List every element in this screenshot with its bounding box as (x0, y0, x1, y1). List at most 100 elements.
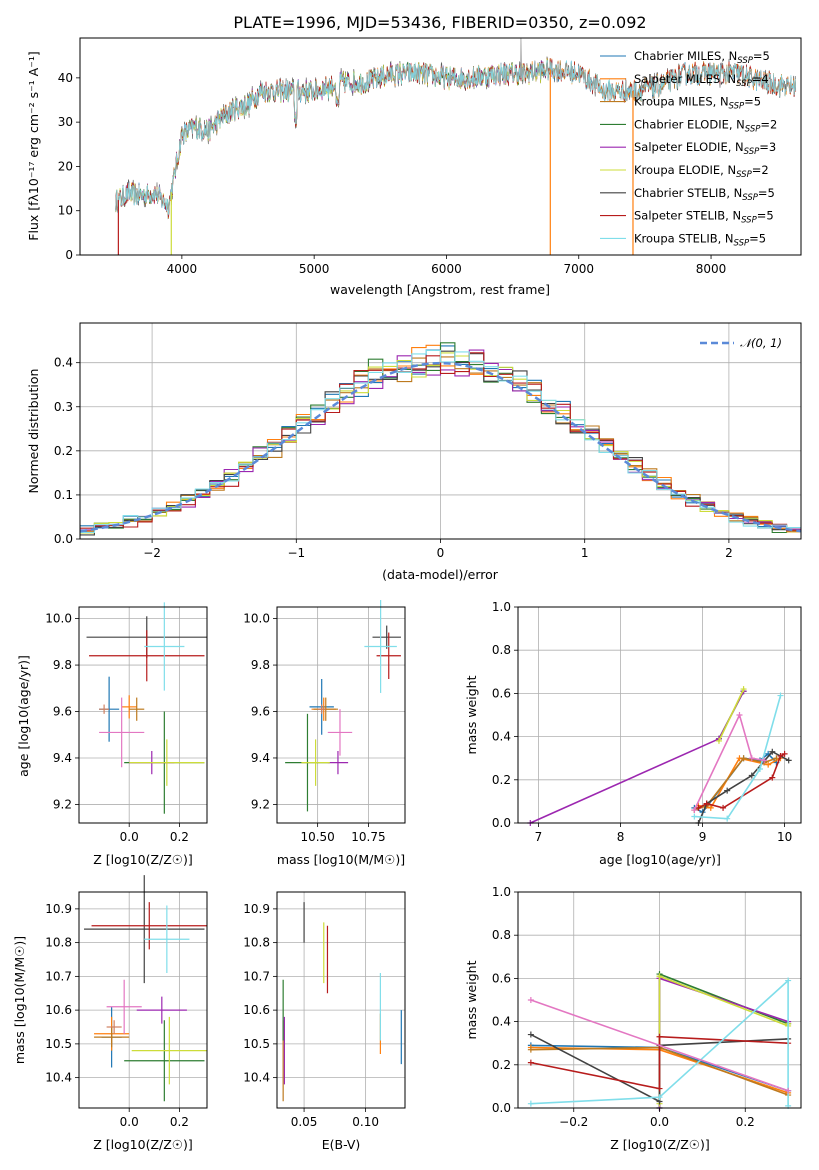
legend-label: Chabrier ELODIE, NSSP=2 (634, 117, 777, 134)
x-tick-label: 0.2 (170, 1115, 189, 1129)
weight-point-marker (740, 755, 747, 762)
weight-vs-z-axes: −0.2 0.0 0.2 0.0 0.2 0.4 0.6 0.8 1.0 Z [log10(Z/… (464, 885, 802, 1152)
weight-series-line (694, 695, 782, 820)
residual-legend: 𝒩(0, 1) (700, 336, 782, 350)
x-tick-label: −1 (287, 546, 305, 560)
weight-point-marker (691, 807, 698, 814)
weight-point-marker (527, 997, 534, 1003)
legend-label: Kroupa MILES, NSSP=5 (634, 95, 761, 112)
y-tick-label: 0.2 (492, 1058, 511, 1072)
x-tick-label: 7 (535, 830, 543, 844)
y-tick-label: 9.4 (251, 751, 270, 765)
weight-point-marker (777, 692, 784, 699)
y-tick-label: 0.8 (492, 643, 511, 657)
weight-series-line (693, 712, 765, 811)
y-tick-label: 10.5 (243, 1037, 270, 1051)
x-tick-label: −0.2 (559, 1115, 588, 1129)
x-tick-label: 0.2 (736, 1115, 755, 1129)
x-tick-label: 8 (617, 830, 625, 844)
x-tick-label: 4000 (167, 262, 198, 276)
y-tick-label: 9.4 (53, 751, 72, 765)
y-tick-label: 10.8 (45, 936, 72, 950)
weight-series-line (529, 690, 745, 824)
y-tick-label: 1.0 (492, 600, 511, 614)
mass-vs-ebv-xlabel: E(B-V) (322, 1137, 361, 1152)
weight-point-marker (765, 761, 772, 768)
spectrum-trace (115, 59, 797, 216)
residual-histogram (80, 349, 801, 534)
mass-vs-z-xlabel: Z [log10(Z/Z☉)] (93, 1137, 193, 1152)
age-vs-z-ylabel: age [log10(age/yr)] (16, 655, 31, 777)
spectrum-ylabel: Flux [fλ10⁻¹⁷ erg cm⁻² s⁻¹ A⁻¹] (26, 51, 41, 240)
spectrum-axes: 4000 5000 6000 7000 8000 0 10 20 30 40 wavelength… (26, 37, 802, 297)
weight-point-marker (781, 750, 788, 757)
legend-label: Salpeter STELIB, NSSP=5 (634, 209, 774, 226)
x-tick-label: 0.05 (291, 1115, 318, 1129)
x-tick-label: 0.0 (120, 830, 139, 844)
weight-point-marker (656, 1085, 663, 1092)
y-tick-label: 10.7 (45, 969, 72, 983)
weight-point-marker (724, 815, 731, 822)
y-tick-label: 10.0 (45, 612, 72, 626)
y-tick-label: 9.8 (251, 658, 270, 672)
legend-label: Chabrier STELIB, NSSP=5 (634, 186, 775, 203)
residual-histograms (79, 342, 802, 536)
age-vs-z-xlabel: Z [log10(Z/Z☉)] (93, 852, 193, 867)
x-tick-label: 9 (699, 830, 707, 844)
y-tick-label: 40 (58, 71, 73, 85)
mass-vs-z-axes: 0.0 0.2 10.4 10.5 10.6 10.7 10.8 10.9 Z [log10(… (12, 875, 208, 1152)
y-tick-label: 10.4 (243, 1071, 270, 1085)
weight-point-marker (656, 1033, 663, 1040)
y-tick-label: 10.5 (45, 1037, 72, 1051)
weight-vs-z-ylabel: mass weight (464, 960, 479, 1039)
x-tick-label: 1 (581, 546, 589, 560)
y-tick-label: 1.0 (492, 885, 511, 899)
x-tick-label: 8000 (696, 262, 727, 276)
weight-vs-age-axes: 7 8 9 10 0.0 0.2 0.4 0.6 0.8 1.0 age [log10(age/y… (464, 600, 802, 867)
y-tick-label: 0.4 (492, 1015, 511, 1029)
mass-vs-z-ylabel: mass [log10(M/M☉)] (12, 936, 27, 1064)
x-tick-label: 0.10 (352, 1115, 379, 1129)
x-tick-label: −2 (143, 546, 161, 560)
spectrum-traces (115, 37, 797, 255)
weight-point-marker (707, 804, 714, 811)
y-tick-label: 10.6 (45, 1003, 72, 1017)
weight-point-marker (785, 757, 792, 764)
y-tick-label: 0.2 (54, 444, 73, 458)
residual-ylabel: Normed distribution (26, 369, 41, 494)
weight-vs-age-ylabel: mass weight (464, 675, 479, 754)
y-tick-label: 10.7 (243, 969, 270, 983)
weight-point-marker (756, 766, 763, 772)
weight-vs-age-xlabel: age [log10(age/yr)] (599, 852, 721, 867)
residual-histogram (80, 352, 801, 532)
weight-series-line (697, 750, 790, 824)
y-tick-label: 9.6 (53, 705, 72, 719)
weight-series-line (530, 978, 789, 1106)
x-tick-label: 0 (437, 546, 445, 560)
weight-point-marker (527, 1046, 534, 1053)
gaussian-curve (79, 361, 802, 533)
weight-series-line (530, 999, 789, 1092)
weight-point-marker (527, 1100, 534, 1107)
weight-point-marker (748, 772, 755, 779)
x-tick-label: 0.0 (650, 1115, 669, 1129)
weight-point-marker (740, 686, 747, 693)
residual-xlabel: (data-model)/error (382, 567, 499, 582)
weight-point-marker (695, 804, 702, 811)
weight-point-marker (720, 804, 727, 811)
age-vs-mass-xlabel: mass [log10(M/M☉)] (277, 852, 405, 867)
x-tick-label: 10 (777, 830, 792, 844)
y-tick-label: 10.9 (45, 902, 72, 916)
weight-point-marker (656, 1094, 663, 1101)
weight-series-line (718, 688, 745, 742)
x-tick-label: 0.2 (170, 830, 189, 844)
y-tick-label: 0.4 (492, 730, 511, 744)
weight-point-marker (656, 973, 663, 980)
y-tick-label: 9.2 (251, 797, 270, 811)
weight-point-marker (785, 977, 792, 984)
y-tick-label: 0.0 (492, 816, 511, 830)
weight-point-marker (724, 787, 731, 794)
y-tick-label: 30 (58, 115, 73, 129)
y-tick-label: 20 (58, 159, 73, 173)
